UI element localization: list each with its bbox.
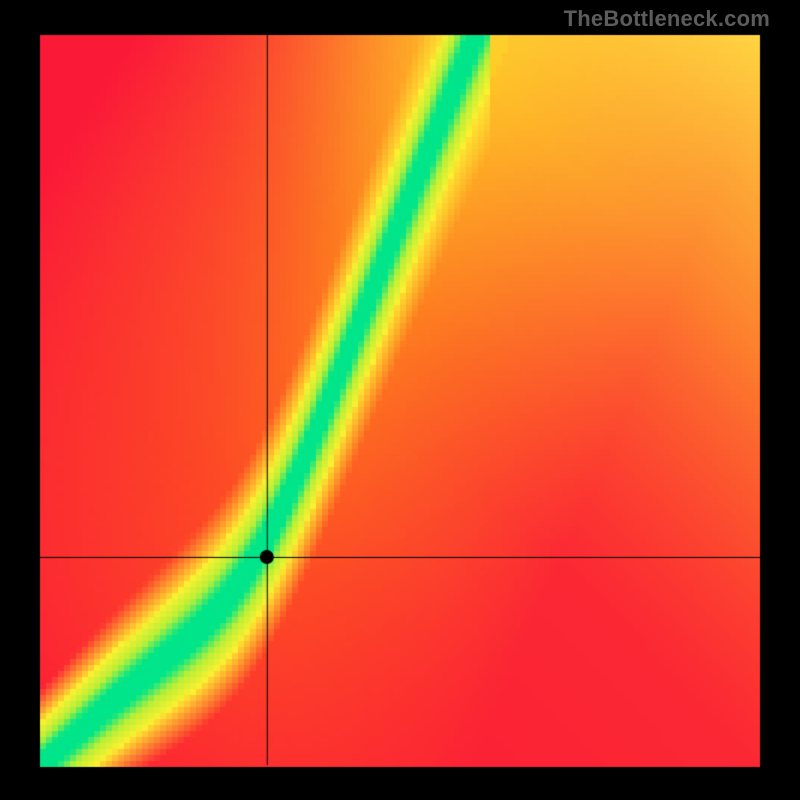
bottleneck-heatmap-canvas [0, 0, 800, 800]
watermark-text: TheBottleneck.com [564, 6, 770, 32]
